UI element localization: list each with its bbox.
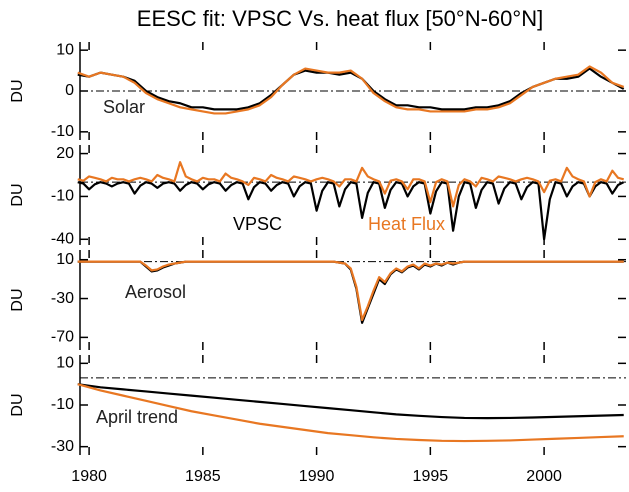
y-axis-label: DU	[9, 288, 26, 311]
legend-label: Heat Flux	[368, 214, 445, 234]
y-tick-label: -10	[51, 396, 74, 413]
x-tick-label: 1995	[413, 468, 449, 485]
y-axis-label: DU	[9, 79, 26, 102]
y-tick-label: -10	[51, 188, 74, 205]
chart-title: EESC fit: VPSC Vs. heat flux [50°N-60°N]	[137, 6, 543, 31]
y-tick-label: 10	[56, 41, 74, 58]
y-tick-label: -40	[51, 231, 74, 248]
series-line	[77, 383, 624, 420]
x-tick-label: 2000	[526, 468, 562, 485]
series-line	[77, 383, 624, 443]
annotation: Aerosol	[125, 282, 186, 302]
y-tick-label: -30	[51, 438, 74, 455]
series-line	[77, 260, 624, 321]
y-tick-label: 10	[56, 251, 74, 268]
y-tick-label: -10	[51, 123, 74, 140]
y-axis-label: DU	[9, 183, 26, 206]
series-line	[77, 67, 625, 111]
x-tick-label: 1985	[185, 468, 221, 485]
y-tick-label: 10	[56, 355, 74, 372]
annotation: Solar	[103, 97, 145, 117]
x-tick-label: 1990	[299, 468, 335, 485]
annotation: April trend	[96, 407, 178, 427]
legend-label: VPSC	[233, 214, 282, 234]
y-tick-label: 20	[56, 145, 74, 162]
x-tick-label: 1980	[71, 468, 107, 485]
y-tick-label: 0	[65, 82, 74, 99]
y-tick-label: -30	[51, 290, 74, 307]
series-line	[77, 65, 625, 115]
series-line	[77, 181, 625, 241]
y-tick-label: -70	[51, 329, 74, 346]
series-line	[77, 161, 624, 208]
y-axis-label: DU	[9, 393, 26, 416]
